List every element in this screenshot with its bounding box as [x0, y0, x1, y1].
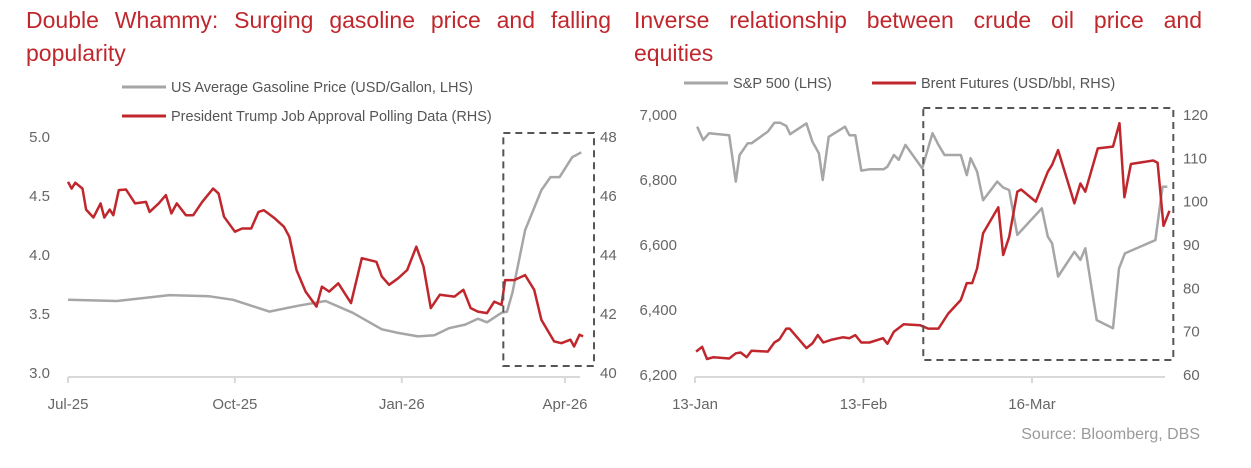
- y-left-tick-label: 3.5: [29, 306, 50, 323]
- legend-sp500: S&P 500 (LHS): [733, 76, 832, 92]
- x-tick-label: Jan-26: [379, 396, 425, 413]
- source-note: Source: Bloomberg, DBS: [1021, 426, 1200, 443]
- y-right-tick-label: 44: [600, 247, 617, 264]
- y-right-tick-label: 40: [600, 365, 617, 382]
- y-right-tick-label: 90: [1183, 237, 1200, 254]
- y-left-tick-label: 6,800: [639, 172, 677, 189]
- y-left-tick-label: 6,600: [639, 237, 677, 254]
- series-line-red: [66, 181, 584, 348]
- series-line-red: [695, 121, 1171, 361]
- legend-approval: President Trump Job Approval Polling Dat…: [171, 109, 492, 125]
- y-right-tick-label: 120: [1183, 107, 1208, 124]
- y-left-tick-label: 7,000: [639, 107, 677, 124]
- y-right-tick-label: 100: [1183, 194, 1208, 211]
- y-right-tick-label: 60: [1183, 367, 1200, 384]
- x-tick-label: Oct-25: [212, 396, 257, 413]
- series-line-grey: [67, 151, 582, 338]
- highlight-box: [502, 132, 596, 367]
- left-chart-title: Double Whammy: Surging gasoline price an…: [26, 7, 611, 66]
- y-left-tick-label: 3.0: [29, 365, 50, 382]
- x-tick-label: 13-Feb: [840, 396, 888, 413]
- x-tick-label: Apr-26: [542, 396, 587, 413]
- y-left-tick-label: 5.0: [29, 129, 50, 146]
- highlight-box: [922, 107, 1175, 361]
- y-left-tick-label: 4.0: [29, 247, 50, 264]
- y-right-tick-label: 70: [1183, 324, 1200, 341]
- y-right-tick-label: 80: [1183, 280, 1200, 297]
- x-tick-label: 16-Mar: [1008, 396, 1056, 413]
- legend-gasoline: US Average Gasoline Price (USD/Gallon, L…: [171, 80, 473, 96]
- right-chart-title: Inverse relationship between crude oil p…: [634, 7, 1202, 66]
- y-left-tick-label: 6,400: [639, 302, 677, 319]
- series-line-grey: [696, 121, 1168, 330]
- y-right-tick-label: 46: [600, 188, 617, 205]
- y-left-tick-label: 4.5: [29, 188, 50, 205]
- y-right-tick-label: 48: [600, 129, 617, 146]
- y-right-tick-label: 110: [1183, 150, 1207, 167]
- legend-brent: Brent Futures (USD/bbl, RHS): [921, 76, 1115, 92]
- x-tick-label: 13-Jan: [672, 396, 718, 413]
- x-tick-label: Jul-25: [48, 396, 89, 413]
- y-right-tick-label: 42: [600, 306, 617, 323]
- y-left-tick-label: 6,200: [639, 367, 677, 384]
